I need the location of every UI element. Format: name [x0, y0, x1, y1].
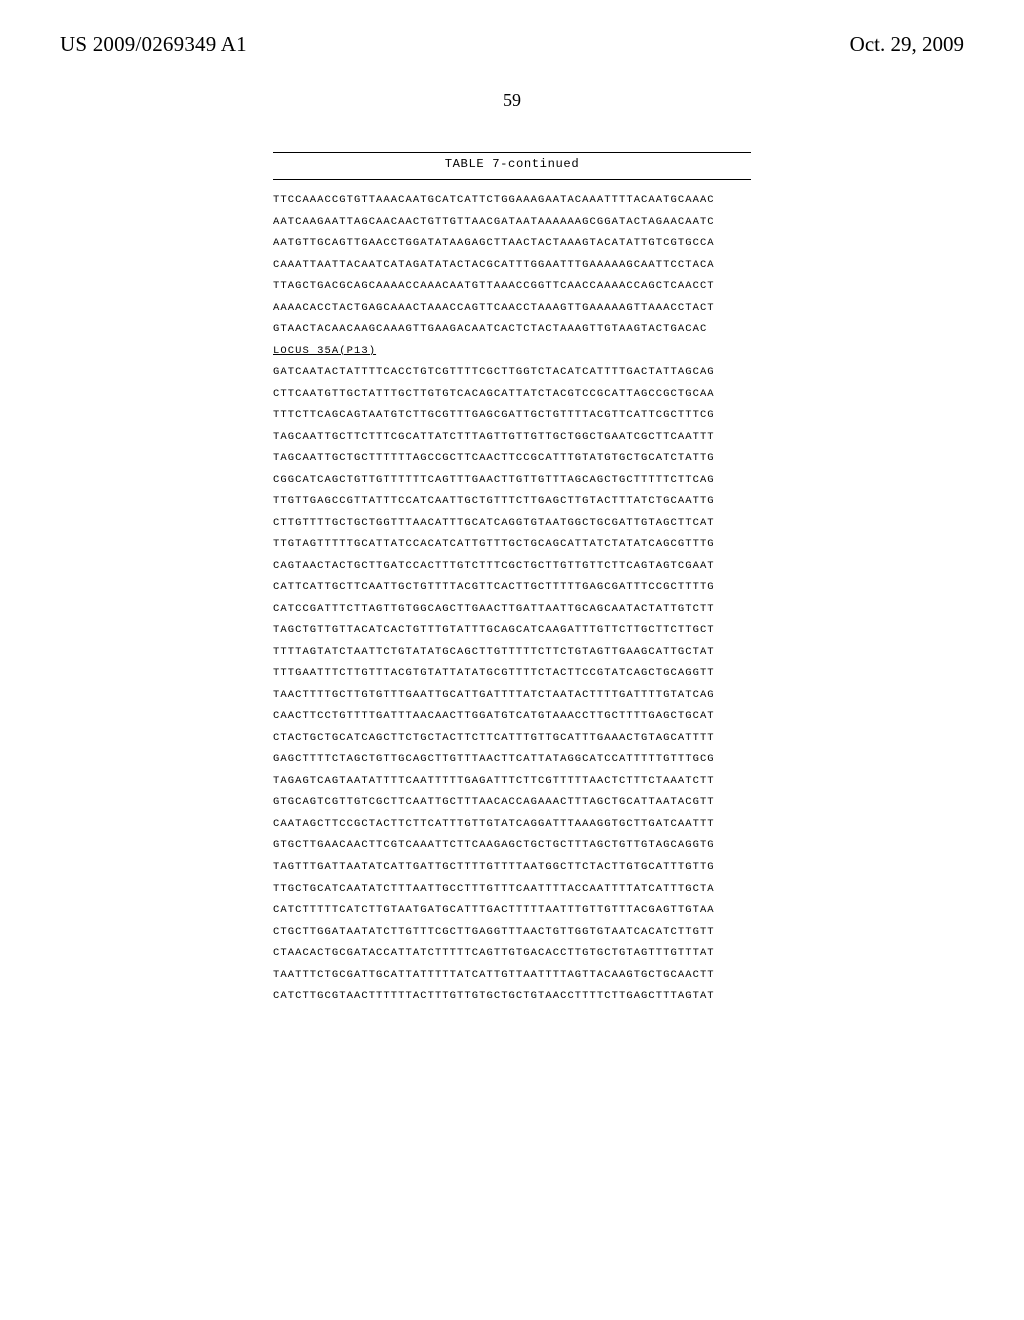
sequence-block-2: GATCAATACTATTTTCACCTGTCGTTTTCGCTTGGTCTAC… [273, 362, 751, 1007]
sequence-table: TABLE 7-continued TTCCAAACCGTGTTAAACAATG… [273, 152, 751, 1008]
page-header: US 2009/0269349 A1 Oct. 29, 2009 [0, 32, 1024, 57]
table-rule-top [273, 152, 751, 153]
locus-label: LOCUS 35A(P13) [273, 341, 751, 363]
sequence-block-1: TTCCAAACCGTGTTAAACAATGCATCATTCTGGAAAGAAT… [273, 190, 751, 341]
table-rule-bottom [273, 179, 751, 180]
publication-date: Oct. 29, 2009 [850, 32, 964, 57]
publication-number: US 2009/0269349 A1 [60, 32, 247, 57]
table-caption: TABLE 7-continued [273, 155, 751, 175]
page-number: 59 [0, 90, 1024, 111]
